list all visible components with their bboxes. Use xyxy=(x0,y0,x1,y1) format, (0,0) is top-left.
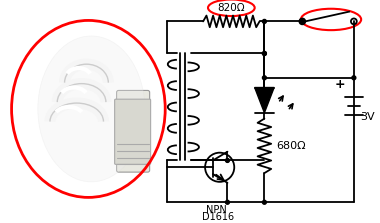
Circle shape xyxy=(225,159,230,162)
Text: NPN: NPN xyxy=(206,205,227,215)
FancyBboxPatch shape xyxy=(117,91,150,172)
Text: 3V: 3V xyxy=(360,112,374,122)
Text: 680Ω: 680Ω xyxy=(276,141,306,151)
Text: 820Ω: 820Ω xyxy=(217,3,245,13)
Circle shape xyxy=(300,19,304,23)
Circle shape xyxy=(225,200,230,204)
Circle shape xyxy=(263,76,266,80)
Circle shape xyxy=(263,52,266,56)
Ellipse shape xyxy=(38,36,145,182)
FancyBboxPatch shape xyxy=(115,99,150,164)
Polygon shape xyxy=(255,87,274,113)
Circle shape xyxy=(263,200,266,204)
Circle shape xyxy=(263,19,266,23)
Text: D1616: D1616 xyxy=(202,212,234,222)
Circle shape xyxy=(263,52,266,56)
Text: +: + xyxy=(335,78,345,91)
Circle shape xyxy=(352,76,356,80)
